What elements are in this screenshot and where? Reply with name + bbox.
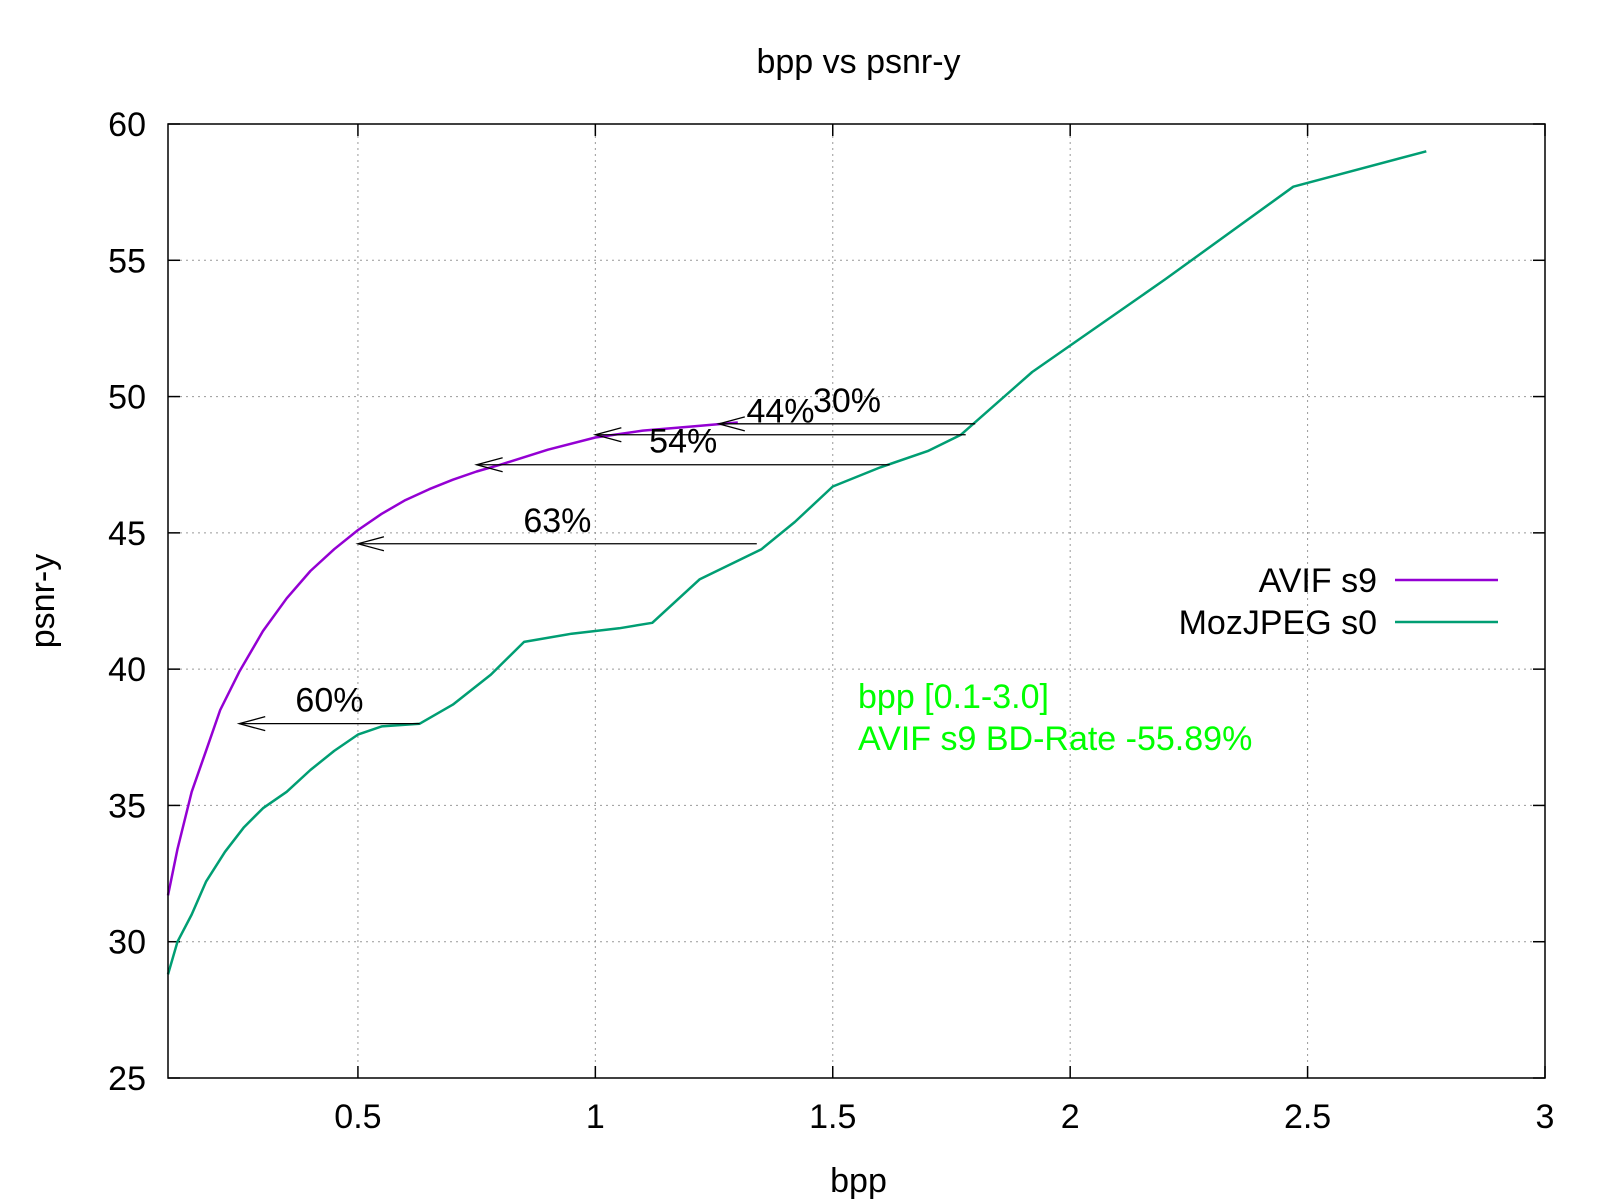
series-lines [166, 150, 1427, 975]
legend: AVIF s9 MozJPEG s0 [1179, 562, 1498, 642]
y-tick-label: 60 [108, 106, 146, 144]
x-tick-label: 2 [1061, 1098, 1080, 1136]
x-tick-label: 1 [586, 1098, 605, 1136]
grid [168, 124, 1545, 1078]
arrow-head [716, 416, 745, 432]
stat-annotation-line: AVIF s9 BD-Rate -55.89% [858, 720, 1252, 758]
x-axis-label: bpp [830, 1162, 887, 1200]
x-tick-label: 3 [1536, 1098, 1555, 1136]
y-axis-label: psnr-y [24, 554, 62, 648]
arrow-percent-label: 54% [649, 423, 717, 461]
y-tick-label: 25 [108, 1060, 146, 1098]
stat-annotation-line: bpp [0.1-3.0] [858, 678, 1049, 716]
y-tick-label: 55 [108, 242, 146, 280]
x-tick-label: 2.5 [1284, 1098, 1331, 1136]
y-tick-label: 50 [108, 379, 146, 417]
arrow-head [474, 457, 503, 473]
arrow-head [355, 536, 385, 552]
arrow-percent-label: 60% [295, 682, 363, 720]
chart-title: bpp vs psnr-y [756, 43, 960, 81]
x-tick-label: 0.5 [334, 1098, 381, 1136]
bd-rate-arrows: 60% 63% 54% 44%30% [236, 382, 976, 732]
arrow-head [236, 716, 266, 732]
x-tick-label: 1.5 [809, 1098, 856, 1136]
series-line-mozjpeg [166, 150, 1427, 975]
plot-frame [167, 123, 1546, 1079]
y-tick-label: 35 [108, 787, 146, 825]
legend-label: MozJPEG s0 [1179, 604, 1377, 642]
legend-label: AVIF s9 [1259, 562, 1377, 600]
arrow-percent-label: 30% [813, 382, 881, 420]
arrow-head [592, 427, 622, 443]
y-tick-label: 30 [108, 924, 146, 962]
stats-annotation: bpp [0.1-3.0] AVIF s9 BD-Rate -55.89% [858, 678, 1252, 758]
arrow-percent-label: 63% [523, 502, 591, 540]
arrow-percent-label: 44% [746, 393, 814, 431]
y-tick-label: 45 [108, 515, 146, 553]
axis-ticks: 25 30 35 40 45 50 55 60 0.5 1 1.5 2 2.5 3 [108, 106, 1554, 1136]
series-line-avif [166, 421, 738, 896]
y-tick-label: 40 [108, 651, 146, 689]
